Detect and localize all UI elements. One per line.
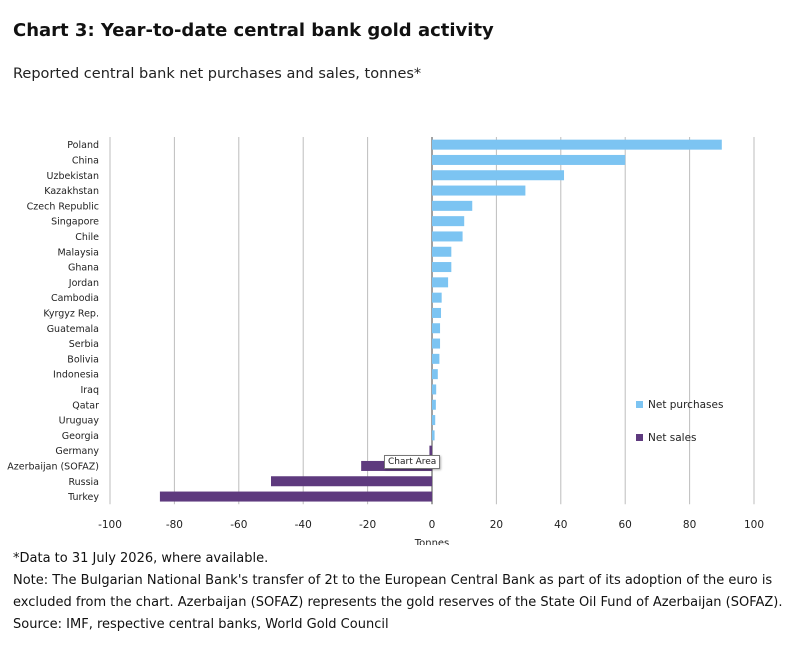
bar-net-purchases-12: [432, 323, 441, 334]
category-label: Czech Republic: [27, 201, 99, 212]
category-label: Germany: [55, 446, 99, 457]
bar-net-sales-23: [159, 491, 432, 502]
legend-label-net-sales: Net sales: [648, 432, 697, 444]
bar-net-purchases-15: [432, 369, 438, 380]
legend-swatch-net-sales: [636, 434, 643, 441]
bar-net-purchases-4: [432, 200, 473, 211]
category-label: Indonesia: [53, 370, 99, 381]
bar-net-purchases-8: [432, 262, 452, 273]
category-label: Georgia: [62, 431, 99, 442]
bar-net-purchases-11: [432, 307, 442, 318]
chart-notes: *Data to 31 July 2026, where available. …: [13, 548, 793, 636]
note-line-1: *Data to 31 July 2026, where available.: [13, 551, 269, 566]
category-label: Turkey: [67, 492, 99, 503]
bar-net-sales-20: [429, 445, 432, 456]
note-line-3: excluded from the chart. Azerbaijan (SOF…: [13, 595, 783, 610]
bar-net-purchases-16: [432, 384, 437, 395]
x-axis-label: Tonnes: [414, 538, 450, 545]
x-tick-label: 100: [744, 519, 764, 531]
category-label: Malaysia: [57, 247, 99, 258]
x-tick-label: 0: [429, 519, 436, 531]
bar-net-purchases-7: [432, 246, 452, 257]
bar-net-purchases-13: [432, 338, 441, 349]
bar-net-purchases-19: [432, 430, 435, 441]
category-label: Kazakhstan: [44, 186, 99, 197]
category-label: Guatemala: [47, 324, 99, 335]
category-label: Bolivia: [67, 354, 99, 365]
chart-subtitle: Reported central bank net purchases and …: [13, 66, 422, 82]
x-tick-label: -100: [98, 519, 122, 531]
bar-net-sales-22: [271, 476, 432, 487]
chart-area[interactable]: Poland China Uzbekistan Kazakhstan Czech Rep…: [0, 0, 800, 545]
category-label: Jordan: [68, 278, 99, 289]
category-label: Chile: [75, 232, 99, 243]
bar-net-purchases-17: [432, 399, 436, 410]
category-label: China: [72, 155, 99, 166]
bar-net-purchases-14: [432, 353, 440, 364]
chart-title: Chart 3: Year-to-date central bank gold …: [13, 20, 494, 41]
x-tick-label: -80: [166, 519, 183, 531]
category-label: Poland: [67, 140, 99, 151]
category-label: Iraq: [80, 385, 99, 396]
legend-swatch-net-purchases: [636, 401, 643, 408]
legend-label-net-purchases: Net purchases: [648, 399, 723, 411]
bar-net-purchases-10: [432, 292, 442, 303]
x-tick-label: -60: [230, 519, 247, 531]
x-tick-label: 80: [683, 519, 696, 531]
category-label: Uzbekistan: [47, 171, 99, 182]
x-tick-label: 40: [554, 519, 567, 531]
bar-net-purchases-9: [432, 277, 449, 288]
bar-net-purchases-2: [432, 170, 565, 181]
category-label: Serbia: [69, 339, 99, 350]
category-label: Uruguay: [59, 416, 100, 427]
x-tick-label: 20: [490, 519, 503, 531]
category-label: Cambodia: [51, 293, 99, 304]
chart-area-tooltip: Chart Area: [384, 455, 441, 469]
bar-net-purchases-0: [432, 139, 722, 150]
category-label: Russia: [68, 477, 99, 488]
x-tick-label: 60: [619, 519, 632, 531]
category-label: Ghana: [68, 263, 99, 274]
category-label: Azerbaijan (SOFAZ): [7, 461, 99, 472]
bar-net-purchases-18: [432, 415, 436, 426]
note-line-2: Note: The Bulgarian National Bank's tran…: [13, 573, 773, 588]
x-tick-label: -20: [359, 519, 376, 531]
category-label: Kyrgyz Rep.: [43, 308, 99, 319]
bar-net-purchases-3: [432, 185, 526, 196]
note-line-4: Source: IMF, respective central banks, W…: [13, 617, 389, 632]
bar-net-purchases-1: [432, 154, 626, 165]
bar-net-purchases-5: [432, 216, 465, 227]
category-label: Singapore: [51, 217, 99, 228]
x-tick-label: -40: [295, 519, 312, 531]
category-label: Qatar: [72, 400, 99, 411]
bar-net-purchases-6: [432, 231, 463, 242]
